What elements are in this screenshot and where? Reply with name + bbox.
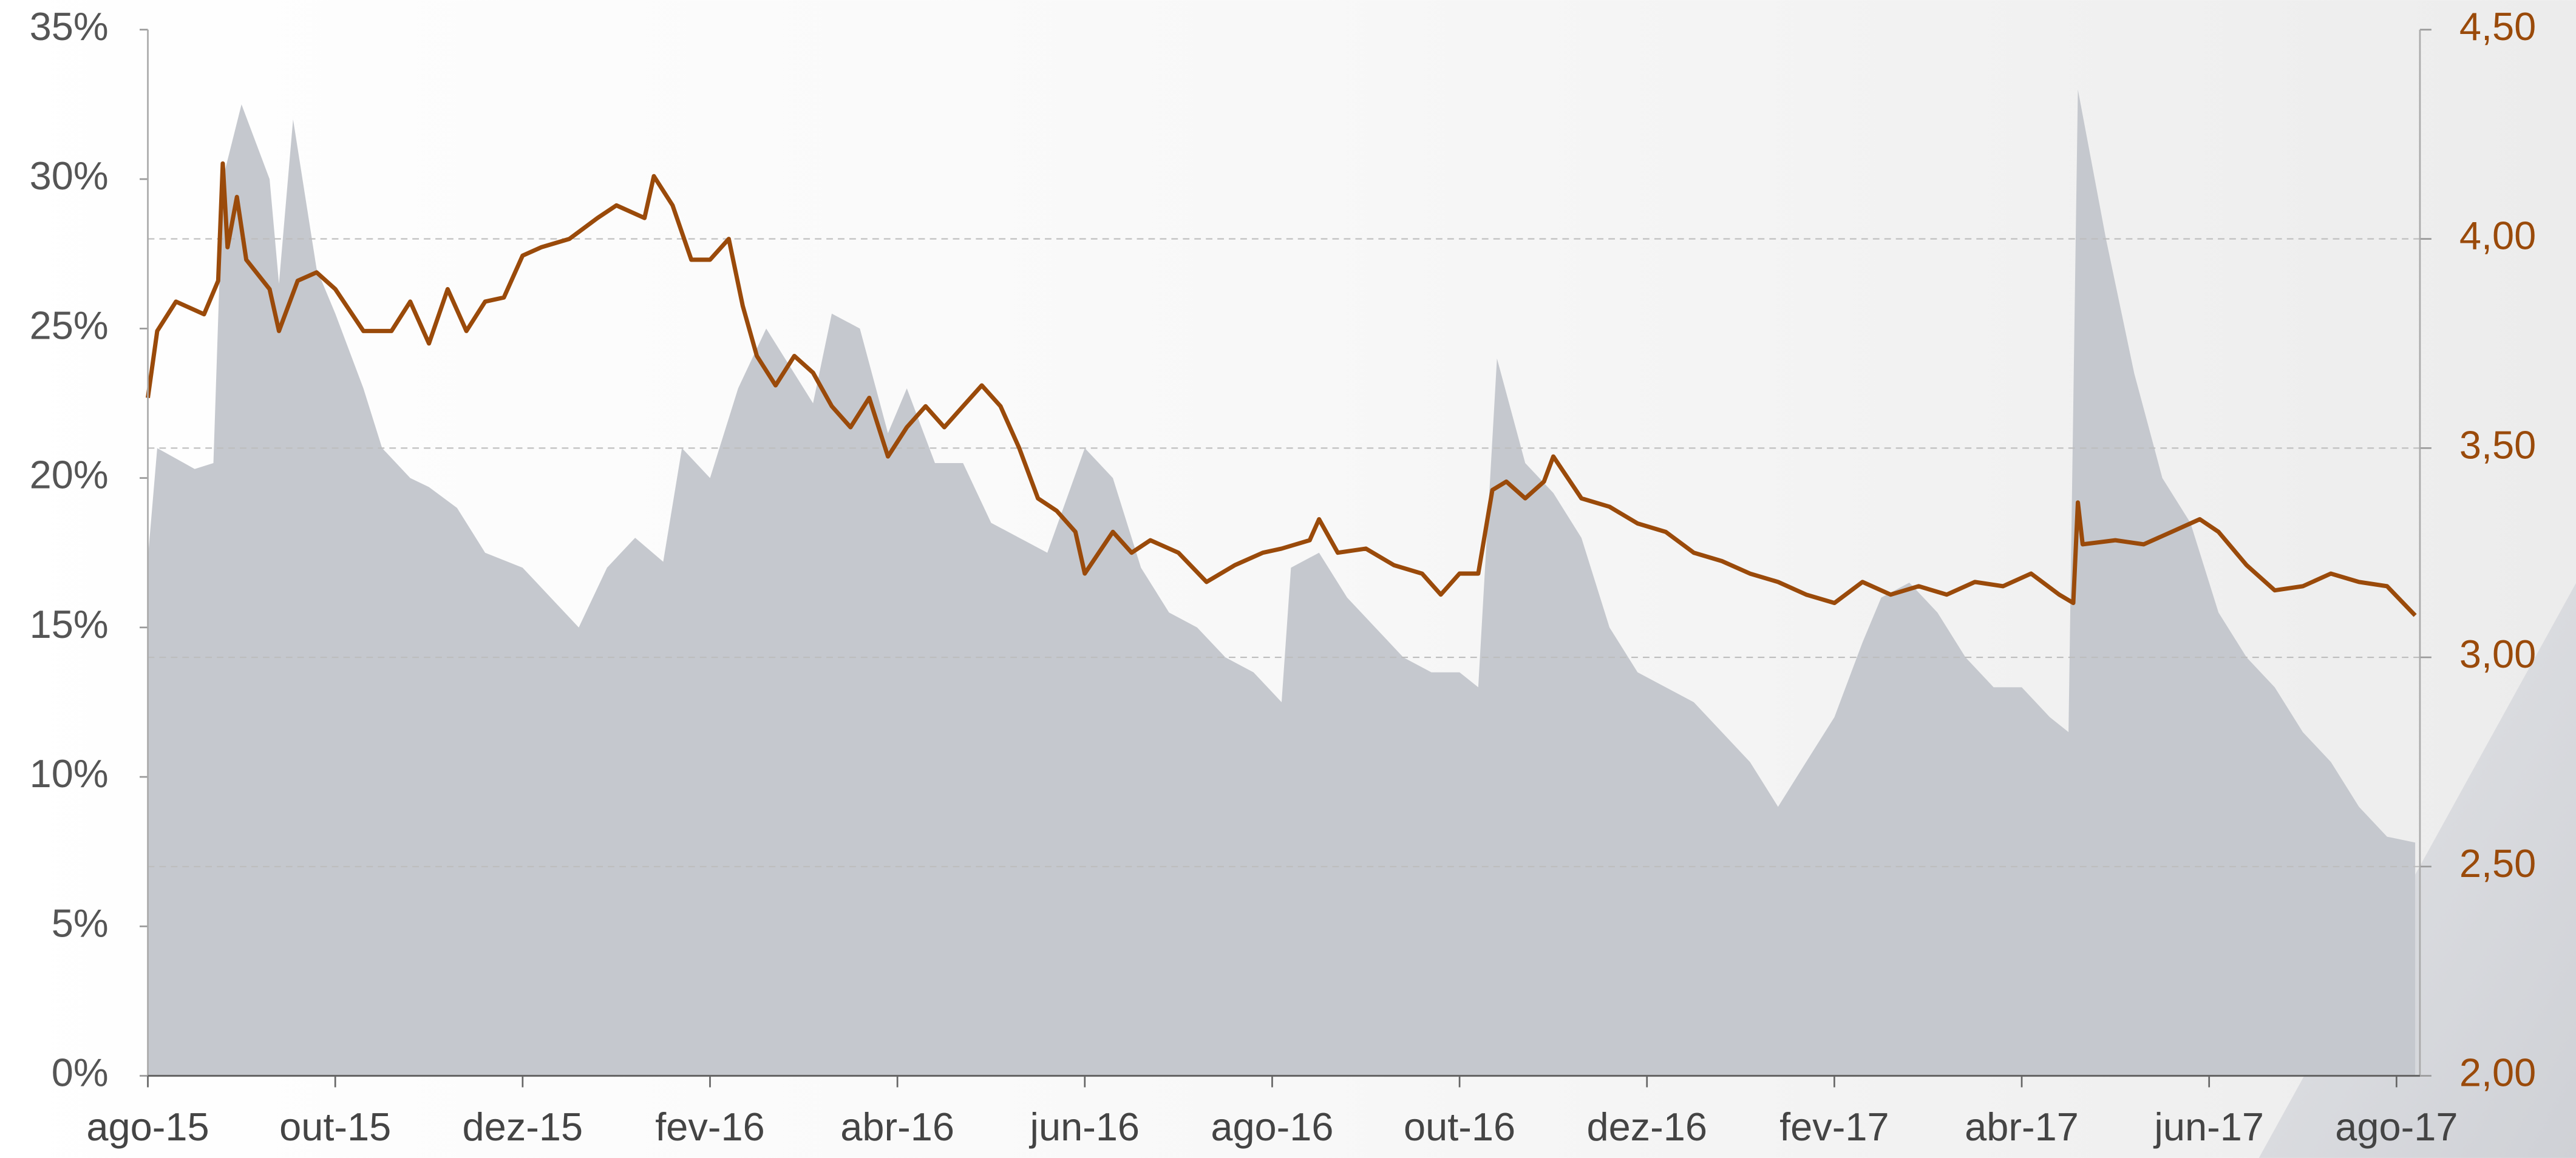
y2-tick-label: 2,50: [2459, 841, 2536, 885]
x-tick-label: dez-16: [1586, 1105, 1707, 1149]
x-tick-label: fev-17: [1779, 1105, 1889, 1149]
y2-tick-label: 4,50: [2459, 4, 2536, 49]
x-tick-label: ago-15: [86, 1105, 209, 1149]
y-tick-label: 25%: [30, 303, 109, 347]
y-tick-label: 15%: [30, 602, 109, 646]
y-tick-label: 5%: [52, 901, 109, 945]
y2-tick-label: 3,00: [2459, 632, 2536, 676]
y-tick-label: 35%: [30, 4, 109, 49]
x-tick-label: abr-16: [840, 1105, 954, 1149]
y2-tick-label: 3,50: [2459, 422, 2536, 467]
x-tick-label: ago-17: [2335, 1105, 2458, 1149]
y-tick-label: 30%: [30, 154, 109, 198]
area: [148, 89, 2416, 1076]
y-tick-label: 20%: [30, 453, 109, 497]
x-tick-label: out-16: [1404, 1105, 1515, 1149]
y2-tick-label: 4,00: [2459, 214, 2536, 258]
x-tick-label: jun-16: [1029, 1105, 1140, 1149]
x-tick-label: dez-15: [463, 1105, 583, 1149]
x-tick-label: fev-16: [655, 1105, 764, 1149]
x-tick-label: abr-17: [1965, 1105, 2079, 1149]
y-tick-label: 10%: [30, 751, 109, 796]
x-tick-label: jun-17: [2153, 1105, 2264, 1149]
y2-tick-label: 2,00: [2459, 1051, 2536, 1095]
y-tick-label: 0%: [52, 1051, 109, 1095]
x-tick-label: ago-16: [1211, 1105, 1333, 1149]
x-tick-label: out-15: [279, 1105, 391, 1149]
line: [146, 161, 2417, 617]
